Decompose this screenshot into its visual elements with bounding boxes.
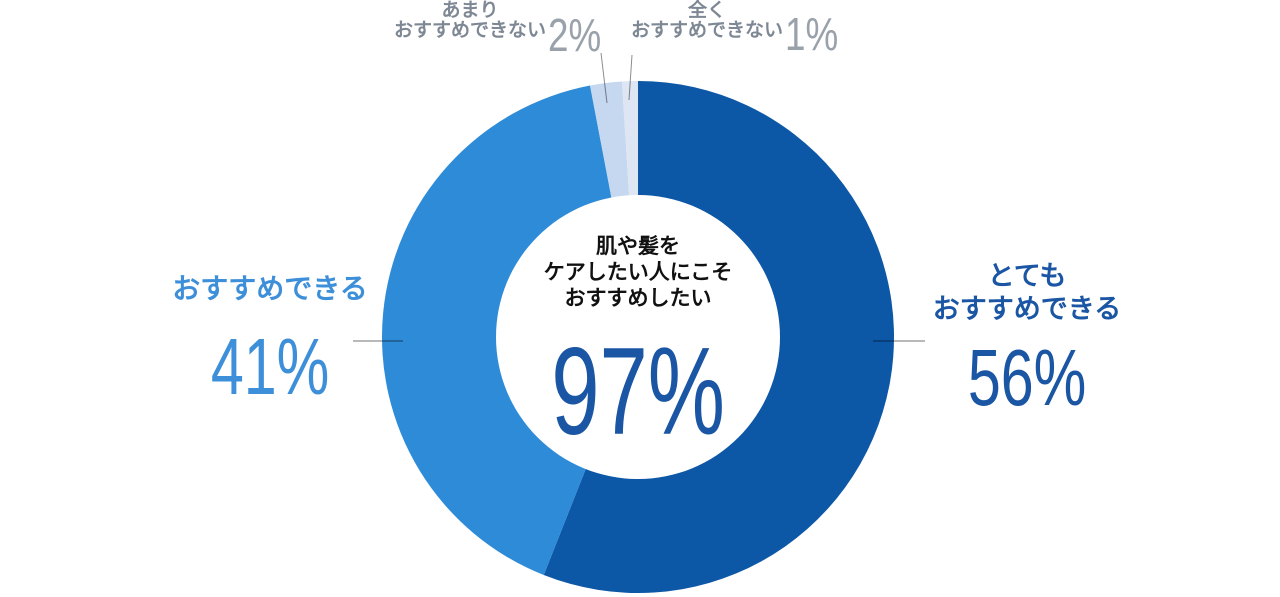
value-osusume-percent: 41% bbox=[140, 327, 400, 407]
leader-line-1pct bbox=[628, 54, 633, 101]
value-totemo-percent-text: 56% bbox=[967, 333, 1087, 422]
center-total-percent: 97% bbox=[478, 330, 798, 454]
center-text-line3: おすすめしたい bbox=[564, 287, 712, 310]
value-mattaku-percent-text: 1% bbox=[785, 8, 839, 60]
value-mattaku-percent: 1% bbox=[785, 10, 851, 58]
label-mattaku-line1: 全く bbox=[687, 0, 726, 21]
label-amari-line2: おすすめできない bbox=[393, 20, 546, 41]
donut-hole bbox=[496, 195, 780, 479]
label-osusume-dekiru: おすすめできる bbox=[172, 273, 368, 304]
center-total-percent-text: 97% bbox=[551, 323, 725, 461]
value-totemo-percent: 56% bbox=[897, 338, 1157, 418]
label-amari-line1: あまり bbox=[441, 0, 499, 21]
label-totemo-line1: とても bbox=[987, 261, 1067, 291]
leader-line-2pct bbox=[600, 52, 608, 104]
value-osusume-percent-text: 41% bbox=[210, 322, 330, 411]
center-text-line2: ケアしたい人にこそ bbox=[543, 261, 733, 284]
label-totemo-line2: おすすめできる bbox=[932, 294, 1122, 324]
value-amari-percent: 2% bbox=[548, 11, 614, 59]
label-mattaku-line2: おすすめできない bbox=[630, 20, 783, 41]
value-amari-percent-text: 2% bbox=[548, 9, 602, 61]
center-text-line1: 肌や髪を bbox=[596, 235, 680, 258]
